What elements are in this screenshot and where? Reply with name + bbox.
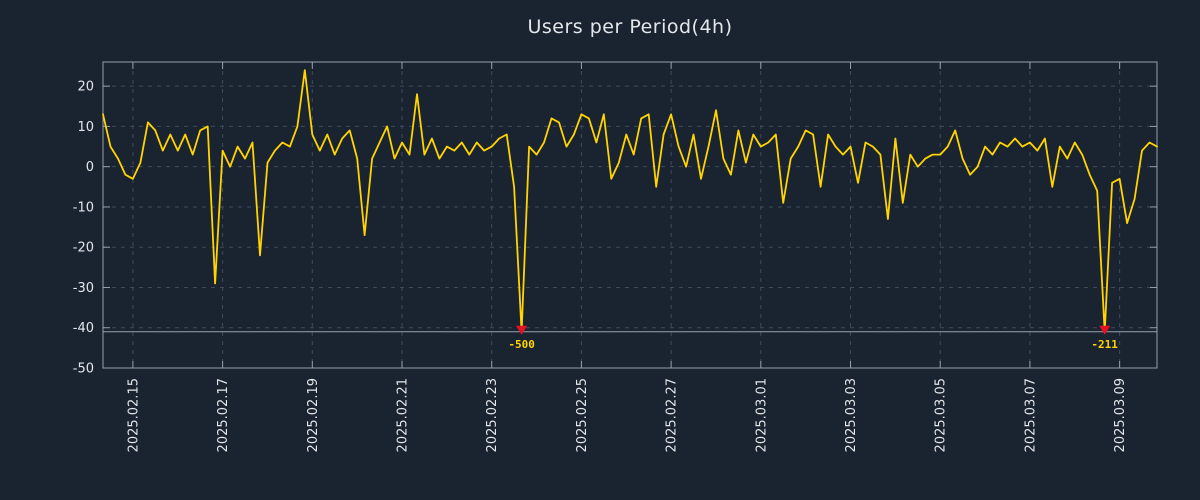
- plot-border: [102, 61, 1158, 369]
- x-tick-label: 2025.03.07: [1023, 378, 1038, 452]
- y-tick-label: -40: [73, 321, 94, 336]
- y-tick-label: -30: [73, 281, 94, 296]
- x-tick-label: 2025.02.15: [126, 378, 141, 452]
- y-tick-label: -10: [73, 200, 94, 215]
- min-marker-icon: [1099, 325, 1111, 335]
- x-tick-label: 2025.03.01: [754, 378, 769, 452]
- x-tick-label: 2025.03.09: [1113, 378, 1128, 452]
- x-tick-label: 2025.02.25: [575, 378, 590, 452]
- min-value-label: -500: [508, 338, 535, 351]
- min-value-label: -211: [1091, 338, 1118, 351]
- x-tick-label: 2025.02.17: [216, 378, 231, 452]
- y-tick-label: -20: [73, 241, 94, 256]
- y-tick-label: 0: [86, 160, 94, 175]
- x-tick-label: 2025.03.03: [844, 378, 859, 452]
- y-tick-label: 20: [77, 80, 94, 95]
- x-tick-label: 2025.02.27: [665, 378, 680, 452]
- y-tick-label: -50: [73, 362, 94, 377]
- x-tick-label: 2025.02.21: [396, 378, 411, 452]
- x-tick-label: 2025.02.19: [306, 378, 321, 452]
- min-marker-icon: [516, 325, 528, 335]
- series-line: [102, 69, 1158, 333]
- y-tick-label: 10: [77, 120, 94, 135]
- chart-title: Users per Period(4h): [527, 16, 733, 38]
- x-tick-label: 2025.03.05: [934, 378, 949, 452]
- x-tick-label: 2025.02.23: [485, 378, 500, 452]
